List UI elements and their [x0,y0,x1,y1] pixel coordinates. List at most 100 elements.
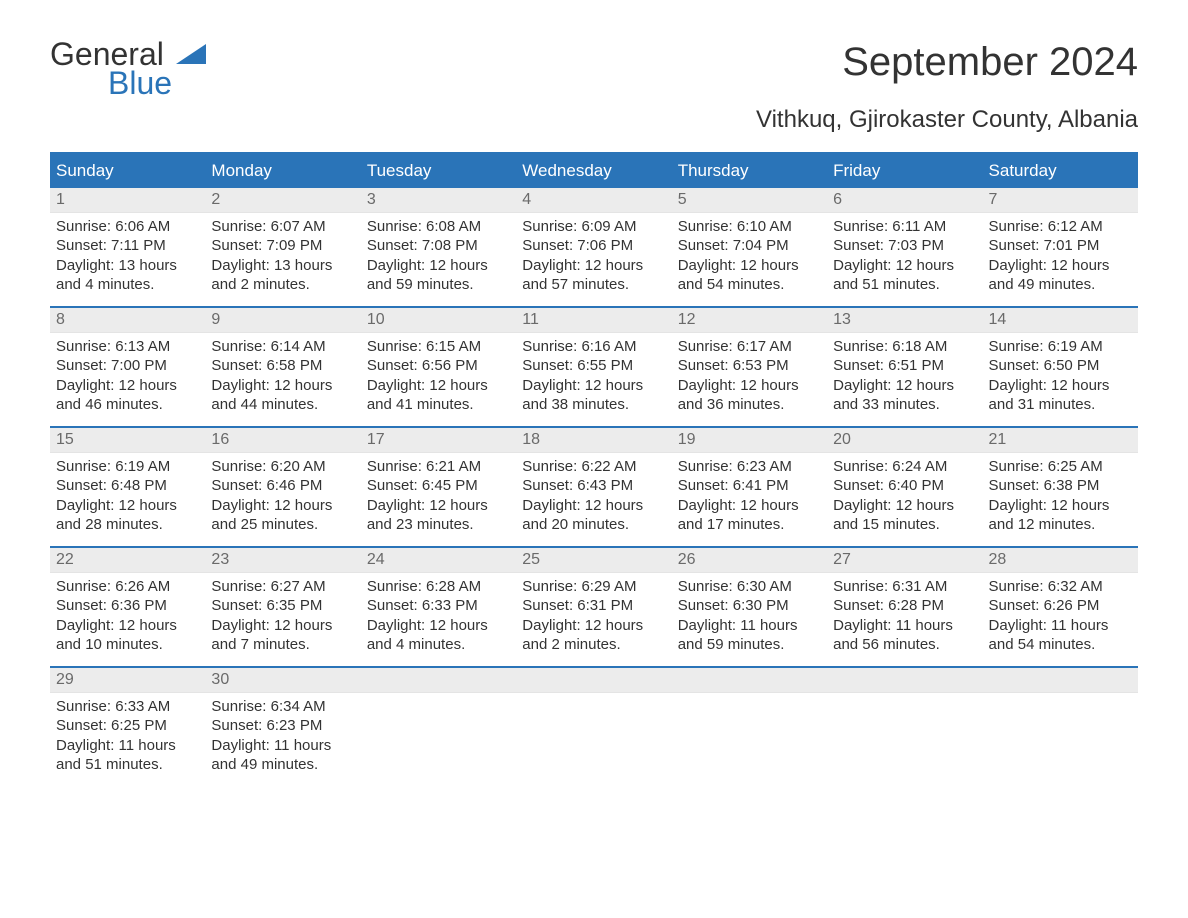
sunrise-line: Sunrise: 6:08 AM [367,217,510,237]
daylight-line-1: Daylight: 12 hours [211,376,354,396]
daylight-line-1: Daylight: 12 hours [211,496,354,516]
day-number: 29 [50,668,205,693]
day-body: Sunrise: 6:07 AMSunset: 7:09 PMDaylight:… [205,213,360,295]
day-body: Sunrise: 6:08 AMSunset: 7:08 PMDaylight:… [361,213,516,295]
daylight-line-2: and 49 minutes. [211,755,354,775]
daylight-line-2: and 54 minutes. [678,275,821,295]
daylight-line-1: Daylight: 12 hours [678,496,821,516]
daylight-line-1: Daylight: 12 hours [833,376,976,396]
day-body: Sunrise: 6:32 AMSunset: 6:26 PMDaylight:… [983,573,1138,655]
sunset-line: Sunset: 6:33 PM [367,596,510,616]
daylight-line-2: and 15 minutes. [833,515,976,535]
day-body: Sunrise: 6:23 AMSunset: 6:41 PMDaylight:… [672,453,827,535]
header: General Blue September 2024 [50,40,1138,98]
day-of-week-header: SundayMondayTuesdayWednesdayThursdayFrid… [50,154,1138,188]
sunrise-line: Sunrise: 6:06 AM [56,217,199,237]
sunrise-line: Sunrise: 6:07 AM [211,217,354,237]
daylight-line-2: and 25 minutes. [211,515,354,535]
sunset-line: Sunset: 7:03 PM [833,236,976,256]
day-number: 3 [361,188,516,213]
day-number: 2 [205,188,360,213]
sunset-line: Sunset: 6:56 PM [367,356,510,376]
daylight-line-2: and 2 minutes. [211,275,354,295]
sunset-line: Sunset: 6:43 PM [522,476,665,496]
day-body: Sunrise: 6:29 AMSunset: 6:31 PMDaylight:… [516,573,671,655]
daylight-line-2: and 28 minutes. [56,515,199,535]
day-cell: 6Sunrise: 6:11 AMSunset: 7:03 PMDaylight… [827,188,982,306]
day-body: Sunrise: 6:15 AMSunset: 6:56 PMDaylight:… [361,333,516,415]
day-body: Sunrise: 6:17 AMSunset: 6:53 PMDaylight:… [672,333,827,415]
sunrise-line: Sunrise: 6:30 AM [678,577,821,597]
daylight-line-1: Daylight: 12 hours [989,496,1132,516]
daylight-line-1: Daylight: 12 hours [989,256,1132,276]
daylight-line-1: Daylight: 12 hours [522,376,665,396]
day-number: 21 [983,428,1138,453]
day-number [827,668,982,693]
day-cell: 23Sunrise: 6:27 AMSunset: 6:35 PMDayligh… [205,548,360,666]
day-number: 17 [361,428,516,453]
sunrise-line: Sunrise: 6:25 AM [989,457,1132,477]
day-number: 27 [827,548,982,573]
daylight-line-1: Daylight: 12 hours [522,496,665,516]
daylight-line-1: Daylight: 12 hours [367,496,510,516]
day-body: Sunrise: 6:16 AMSunset: 6:55 PMDaylight:… [516,333,671,415]
daylight-line-1: Daylight: 12 hours [989,376,1132,396]
day-number: 13 [827,308,982,333]
daylight-line-2: and 49 minutes. [989,275,1132,295]
daylight-line-2: and 12 minutes. [989,515,1132,535]
sunrise-line: Sunrise: 6:22 AM [522,457,665,477]
daylight-line-1: Daylight: 12 hours [678,256,821,276]
sunrise-line: Sunrise: 6:24 AM [833,457,976,477]
brand-logo: General Blue [50,40,210,98]
daylight-line-2: and 2 minutes. [522,635,665,655]
sunrise-line: Sunrise: 6:32 AM [989,577,1132,597]
daylight-line-1: Daylight: 12 hours [678,376,821,396]
day-body: Sunrise: 6:13 AMSunset: 7:00 PMDaylight:… [50,333,205,415]
sunset-line: Sunset: 6:23 PM [211,716,354,736]
day-cell: 13Sunrise: 6:18 AMSunset: 6:51 PMDayligh… [827,308,982,426]
day-body: Sunrise: 6:26 AMSunset: 6:36 PMDaylight:… [50,573,205,655]
day-cell: 20Sunrise: 6:24 AMSunset: 6:40 PMDayligh… [827,428,982,546]
sunset-line: Sunset: 6:35 PM [211,596,354,616]
sunset-line: Sunset: 6:30 PM [678,596,821,616]
day-body: Sunrise: 6:25 AMSunset: 6:38 PMDaylight:… [983,453,1138,535]
sunrise-line: Sunrise: 6:21 AM [367,457,510,477]
day-body: Sunrise: 6:14 AMSunset: 6:58 PMDaylight:… [205,333,360,415]
day-body: Sunrise: 6:19 AMSunset: 6:48 PMDaylight:… [50,453,205,535]
sunrise-line: Sunrise: 6:26 AM [56,577,199,597]
sunset-line: Sunset: 6:25 PM [56,716,199,736]
week-row: 1Sunrise: 6:06 AMSunset: 7:11 PMDaylight… [50,188,1138,306]
sunset-line: Sunset: 6:53 PM [678,356,821,376]
day-cell: 3Sunrise: 6:08 AMSunset: 7:08 PMDaylight… [361,188,516,306]
daylight-line-2: and 59 minutes. [367,275,510,295]
week-row: 15Sunrise: 6:19 AMSunset: 6:48 PMDayligh… [50,426,1138,546]
day-of-week-cell: Tuesday [361,154,516,188]
sunset-line: Sunset: 6:45 PM [367,476,510,496]
day-cell: 26Sunrise: 6:30 AMSunset: 6:30 PMDayligh… [672,548,827,666]
daylight-line-1: Daylight: 11 hours [56,736,199,756]
daylight-line-2: and 51 minutes. [833,275,976,295]
calendar: SundayMondayTuesdayWednesdayThursdayFrid… [50,152,1138,786]
daylight-line-2: and 31 minutes. [989,395,1132,415]
day-cell: 5Sunrise: 6:10 AMSunset: 7:04 PMDaylight… [672,188,827,306]
day-body: Sunrise: 6:10 AMSunset: 7:04 PMDaylight:… [672,213,827,295]
sunset-line: Sunset: 7:11 PM [56,236,199,256]
daylight-line-1: Daylight: 11 hours [678,616,821,636]
day-body: Sunrise: 6:31 AMSunset: 6:28 PMDaylight:… [827,573,982,655]
weeks-container: 1Sunrise: 6:06 AMSunset: 7:11 PMDaylight… [50,188,1138,786]
day-number: 23 [205,548,360,573]
sunrise-line: Sunrise: 6:09 AM [522,217,665,237]
day-body: Sunrise: 6:27 AMSunset: 6:35 PMDaylight:… [205,573,360,655]
day-cell: 28Sunrise: 6:32 AMSunset: 6:26 PMDayligh… [983,548,1138,666]
week-row: 22Sunrise: 6:26 AMSunset: 6:36 PMDayligh… [50,546,1138,666]
daylight-line-2: and 4 minutes. [56,275,199,295]
day-cell: 1Sunrise: 6:06 AMSunset: 7:11 PMDaylight… [50,188,205,306]
daylight-line-1: Daylight: 12 hours [56,376,199,396]
daylight-line-1: Daylight: 12 hours [56,616,199,636]
daylight-line-1: Daylight: 12 hours [367,616,510,636]
day-number: 10 [361,308,516,333]
daylight-line-2: and 23 minutes. [367,515,510,535]
sunrise-line: Sunrise: 6:18 AM [833,337,976,357]
sunrise-line: Sunrise: 6:31 AM [833,577,976,597]
day-cell: 4Sunrise: 6:09 AMSunset: 7:06 PMDaylight… [516,188,671,306]
